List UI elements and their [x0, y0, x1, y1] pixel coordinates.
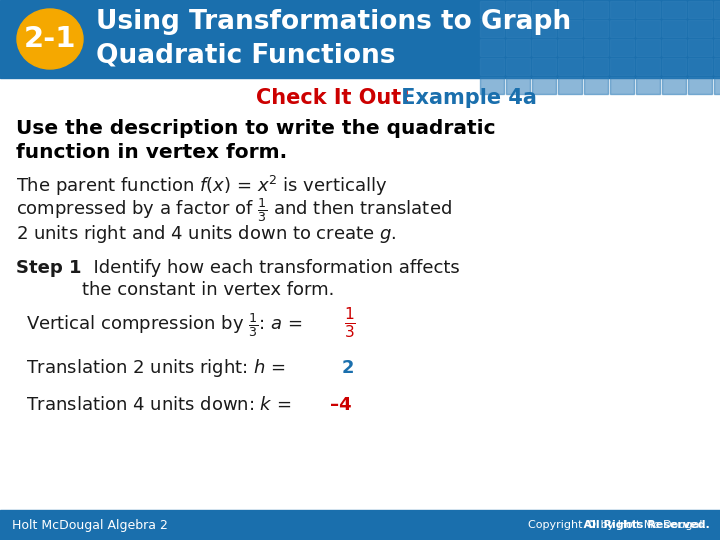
Bar [636, 39, 660, 56]
Bar [532, 1, 556, 18]
Text: function in vertex form.: function in vertex form. [16, 143, 287, 161]
Text: Copyright © by Holt Mc Dougal.: Copyright © by Holt Mc Dougal. [528, 520, 710, 530]
Text: Check It Out!: Check It Out! [256, 88, 410, 108]
Bar [506, 77, 530, 94]
Text: $\frac{1}{3}$: $\frac{1}{3}$ [344, 306, 356, 341]
Bar [610, 1, 634, 18]
Bar [0, 0, 720, 78]
Text: Holt McDougal Algebra 2: Holt McDougal Algebra 2 [12, 518, 168, 531]
Bar [506, 1, 530, 18]
Bar [636, 1, 660, 18]
Text: Using Transformations to Graph: Using Transformations to Graph [96, 9, 571, 35]
Bar [688, 39, 712, 56]
Bar [714, 77, 720, 94]
Bar [636, 77, 660, 94]
Text: the constant in vertex form.: the constant in vertex form. [82, 281, 334, 299]
Bar [714, 39, 720, 56]
Bar [584, 77, 608, 94]
Text: 2-1: 2-1 [24, 25, 76, 53]
Bar [480, 39, 504, 56]
Text: Example 4a: Example 4a [394, 88, 537, 108]
Ellipse shape [17, 9, 83, 69]
Bar [532, 77, 556, 94]
Text: compressed by a factor of $\frac{1}{3}$ and then translated: compressed by a factor of $\frac{1}{3}$ … [16, 196, 452, 224]
Text: –4: –4 [330, 396, 351, 414]
Bar [506, 39, 530, 56]
Text: 2 units right and 4 units down to create $g$.: 2 units right and 4 units down to create… [16, 223, 397, 245]
Bar [480, 77, 504, 94]
Bar [610, 77, 634, 94]
Bar [584, 58, 608, 75]
Bar [532, 58, 556, 75]
Bar [480, 1, 504, 18]
Text: 2: 2 [342, 359, 354, 377]
Text: The parent function $f(x)$ = $x^2$ is vertically: The parent function $f(x)$ = $x^2$ is ve… [16, 174, 387, 198]
Bar [636, 20, 660, 37]
Text: Use the description to write the quadratic: Use the description to write the quadrat… [16, 118, 495, 138]
Bar [714, 58, 720, 75]
Bar [688, 20, 712, 37]
Bar [662, 39, 686, 56]
Text: Step 1: Step 1 [16, 259, 81, 277]
Bar [662, 20, 686, 37]
Bar [558, 1, 582, 18]
Bar [558, 20, 582, 37]
Bar [610, 20, 634, 37]
Bar [688, 77, 712, 94]
Bar [480, 20, 504, 37]
Bar [714, 1, 720, 18]
Bar [506, 20, 530, 37]
Bar [662, 77, 686, 94]
Bar [688, 58, 712, 75]
Text: Translation 4 units down: $k$ =: Translation 4 units down: $k$ = [26, 396, 291, 414]
Bar [558, 77, 582, 94]
Bar [584, 1, 608, 18]
Bar [662, 1, 686, 18]
Bar [584, 39, 608, 56]
Bar [610, 39, 634, 56]
Text: Translation 2 units right: $h$ =: Translation 2 units right: $h$ = [26, 357, 286, 379]
Bar [662, 58, 686, 75]
Bar [636, 58, 660, 75]
Bar [558, 39, 582, 56]
Bar [532, 20, 556, 37]
Bar [532, 39, 556, 56]
Bar [610, 58, 634, 75]
Bar [584, 20, 608, 37]
Text: Identify how each transformation affects: Identify how each transformation affects [82, 259, 460, 277]
Bar [506, 58, 530, 75]
Text: All Rights Reserved.: All Rights Reserved. [382, 520, 710, 530]
Bar [0, 510, 720, 540]
Text: Quadratic Functions: Quadratic Functions [96, 43, 395, 69]
Bar [688, 1, 712, 18]
Text: Vertical compression by $\frac{1}{3}$: $a$ =: Vertical compression by $\frac{1}{3}$: $… [26, 311, 302, 339]
Bar [480, 58, 504, 75]
Bar [558, 58, 582, 75]
Bar [714, 20, 720, 37]
